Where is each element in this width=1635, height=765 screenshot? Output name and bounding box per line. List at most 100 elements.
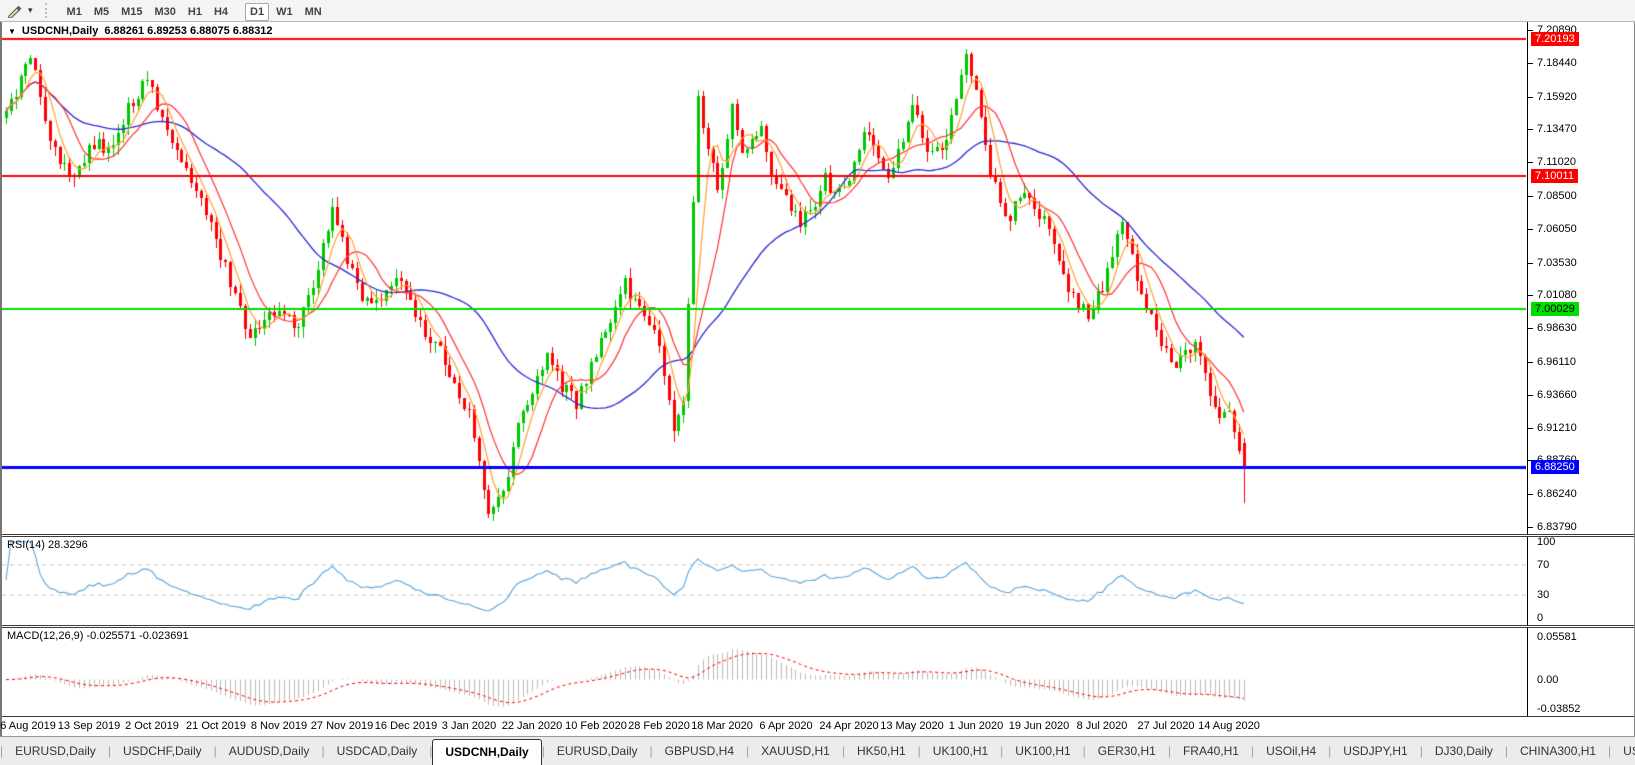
price-tick-mark (1528, 229, 1533, 230)
date-label: 27 Nov 2019 (310, 720, 374, 732)
rsi-tick-label: 70 (1537, 559, 1550, 571)
chart-tab-usdcad-daily[interactable]: USDCAD,Daily (336, 744, 418, 758)
chart-tab-ger30-h1[interactable]: GER30,H1 (1097, 744, 1156, 758)
tab-divider: | (321, 744, 325, 758)
tab-divider: | (746, 744, 750, 758)
rsi-chart-canvas[interactable] (2, 537, 1526, 625)
date-label: 8 Jul 2020 (1076, 720, 1128, 732)
chart-tab-usdcnh-daily[interactable]: USDCNH,Daily (432, 739, 542, 765)
date-label: 21 Oct 2019 (186, 720, 246, 732)
date-label: 13 May 2020 (880, 720, 944, 732)
price-tick-label: 6.91210 (1537, 422, 1577, 434)
chart-tab-uk100-h1[interactable]: UK100,H1 (932, 744, 989, 758)
price-line-badge: 7.20193 (1531, 32, 1579, 46)
tab-divider: | (917, 744, 921, 758)
chart-tab-usdjpy-h1[interactable]: USDJPY,H1 (1343, 744, 1408, 758)
chart-tab-usoil-h1[interactable]: USOil,H1 (1623, 744, 1635, 758)
timeframe-button-m30[interactable]: M30 (154, 5, 176, 18)
time-axis: 26 Aug 2019 13 Sep 2019 2 Oct 2019 21 Oct 2… (0, 716, 1634, 736)
chart-tab-usoil-h4[interactable]: USOil,H4 (1266, 744, 1317, 758)
price-tick-mark (1528, 395, 1533, 396)
price-chart-canvas[interactable] (2, 22, 1526, 534)
timeframe-button-m1[interactable]: M1 (66, 5, 82, 18)
toolbar-grip[interactable] (44, 3, 51, 18)
macd-tick-label: -0.03852 (1537, 703, 1581, 715)
chart-tab-china300-h1[interactable]: CHINA300,H1 (1520, 744, 1597, 758)
chart-tab-gbpusd-h4[interactable]: GBPUSD,H4 (664, 744, 735, 758)
price-tick-label: 7.11020 (1537, 156, 1576, 168)
date-label: 3 Jan 2020 (441, 720, 497, 732)
tab-divider: | (1608, 744, 1612, 758)
macd-tick-label: 0.00 (1537, 674, 1559, 686)
chevron-down-icon[interactable]: ▾ (28, 5, 33, 15)
chart-tab-audusd-daily[interactable]: AUDUSD,Daily (228, 744, 310, 758)
date-label: 6 Apr 2020 (759, 720, 813, 732)
tab-divider: | (213, 744, 217, 758)
panel-separator[interactable] (2, 625, 1634, 628)
chart-tab-eurusd-daily[interactable]: EURUSD,Daily (556, 744, 638, 758)
drawing-tools-icon[interactable] (4, 3, 25, 19)
collapse-icon[interactable]: ▼ (8, 26, 16, 36)
date-label: 2 Oct 2019 (125, 720, 179, 732)
macd-values: -0.025571 -0.023691 (86, 630, 189, 642)
tab-divider: | (541, 744, 545, 758)
tab-divider: | (1167, 744, 1171, 758)
tab-divider: | (1000, 744, 1004, 758)
tab-divider: | (841, 744, 845, 758)
timeframe-buttons: M1 M5 M15 M30 H1 H4 D1 W1 MN (61, 2, 328, 21)
timeframe-button-h1[interactable]: H1 (187, 5, 202, 18)
price-tick-label: 6.93660 (1537, 389, 1577, 401)
chart-tab-fra40-h1[interactable]: FRA40,H1 (1182, 744, 1239, 758)
price-tick-mark (1528, 263, 1533, 264)
tab-divider: | (1419, 744, 1423, 758)
price-line-badge: 7.10011 (1531, 169, 1578, 183)
price-axis: 7.20890 7.18440 7.15920 7.13470 7.11020 7.085… (1527, 22, 1634, 534)
chart-tabs-bar: | EURUSD,Daily | USDCHF,Daily | AUDUSD,Daily |… (0, 736, 1635, 765)
chart-workspace: ▼ USDCNH,Daily 6.88261 6.89253 6.88075 6… (0, 22, 1635, 736)
chart-tab-eurusd-daily[interactable]: EURUSD,Daily (15, 744, 96, 758)
macd-axis: 0.05581 0.00 -0.03852 (1527, 628, 1634, 716)
tab-divider: | (1082, 744, 1086, 758)
price-tick-label: 7.06050 (1537, 223, 1577, 235)
rsi-tick-label: 0 (1537, 612, 1544, 624)
timeframe-button-mn[interactable]: MN (304, 5, 322, 18)
macd-tick-label: 0.05581 (1537, 631, 1577, 643)
timeframe-button-d1[interactable]: D1 (245, 2, 270, 21)
chart-tab-xauusd-h1[interactable]: XAUUSD,H1 (761, 744, 830, 758)
date-label: 13 Sep 2019 (57, 720, 121, 732)
price-tick-mark (1528, 30, 1533, 31)
timeframe-button-m5[interactable]: M5 (93, 5, 110, 18)
price-tick-mark (1528, 460, 1533, 461)
rsi-tick-label: 30 (1537, 589, 1550, 601)
tab-divider: | (107, 744, 111, 758)
price-tick-label: 6.86240 (1537, 488, 1577, 500)
price-tick-label: 7.03530 (1537, 257, 1577, 269)
rsi-label: RSI(14) 28.3296 (7, 539, 88, 551)
price-tick-mark (1528, 295, 1533, 296)
date-label: 26 Aug 2019 (0, 720, 56, 732)
price-tick-mark (1528, 428, 1533, 429)
chart-tab-dj30-daily[interactable]: DJ30,Daily (1434, 744, 1493, 758)
chart-tab-usdchf-daily[interactable]: USDCHF,Daily (122, 744, 202, 758)
tab-divider: | (649, 744, 653, 758)
toolbar: ▾ M1 M5 M15 M30 H1 H4 D1 W1 MN (0, 0, 1635, 22)
date-label: 19 Jun 2020 (1008, 720, 1070, 732)
chart-tab-hk50-h1[interactable]: HK50,H1 (856, 744, 906, 758)
date-label: 22 Jan 2020 (501, 720, 563, 732)
timeframe-button-m15[interactable]: M15 (121, 5, 143, 18)
tab-divider: | (1250, 744, 1255, 758)
tab-divider: | (1328, 744, 1332, 758)
date-label: 24 Apr 2020 (819, 720, 879, 732)
timeframe-button-h4[interactable]: H4 (213, 5, 229, 18)
macd-chart-canvas[interactable] (2, 628, 1526, 716)
chart-tab-uk100-h1[interactable]: UK100,H1 (1015, 744, 1071, 758)
timeframe-button-w1[interactable]: W1 (276, 5, 293, 18)
price-tick-mark (1528, 527, 1533, 528)
panel-separator[interactable] (2, 534, 1634, 537)
macd-panel: MACD(12,26,9) -0.025571 -0.023691 0.0558… (2, 628, 1634, 716)
price-tick-label: 6.98630 (1537, 322, 1577, 334)
price-tick-mark (1528, 97, 1533, 98)
date-label: 18 Mar 2020 (691, 720, 753, 732)
rsi-axis: 100 70 30 0 (1527, 536, 1634, 625)
